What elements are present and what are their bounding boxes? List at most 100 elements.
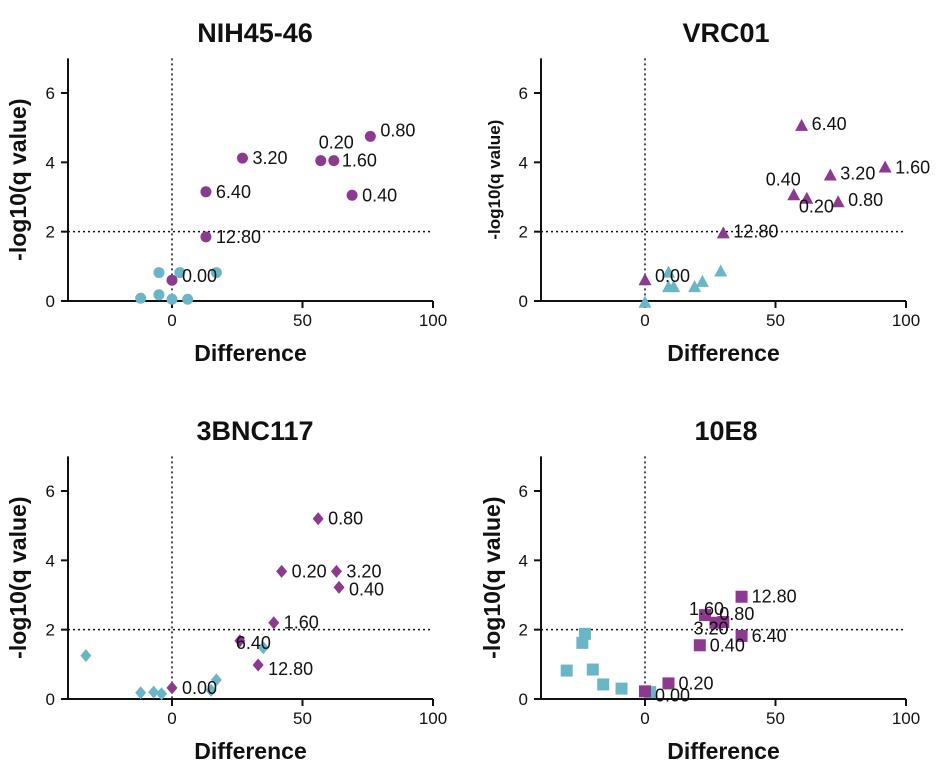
data-point-nonsignificant [182, 293, 194, 305]
data-point-nonsignificant [210, 673, 222, 687]
x-axis-label: Difference [667, 738, 779, 762]
data-label: 0.40 [766, 169, 801, 189]
data-label: 12.80 [733, 221, 778, 241]
data-point-significant [276, 564, 288, 578]
data-point-significant [234, 634, 246, 648]
y-tick-label: 6 [519, 84, 528, 103]
data-label: 12.80 [268, 659, 313, 679]
data-label: 0.80 [848, 190, 883, 210]
data-point-nonsignificant [148, 685, 160, 699]
data-point-nonsignificant [153, 289, 165, 301]
data-point-significant [328, 155, 340, 167]
data-label: 12.80 [752, 587, 797, 607]
x-tick-label: 0 [640, 709, 649, 728]
y-tick-label: 6 [46, 84, 55, 103]
y-axis-label: -log10(q value) [485, 120, 504, 240]
data-point-nonsignificant [578, 627, 591, 640]
data-point-nonsignificant [597, 678, 610, 691]
data-point-significant [662, 677, 675, 690]
chart-panel-1: NIH45-46 0 50 100 0 2 4 6 Difference -log10(q val… [5, 18, 447, 366]
data-label: 0.00 [655, 685, 690, 705]
data-point-significant [315, 155, 327, 167]
y-tick-label: 6 [46, 482, 55, 501]
data-label: 1.60 [895, 158, 930, 178]
y-tick-label: 4 [46, 551, 55, 570]
data-point-significant [268, 616, 280, 630]
data-label: 0.40 [349, 579, 384, 599]
x-axis-label: Difference [667, 340, 779, 366]
data-label: 3.20 [840, 164, 875, 184]
data-label: 0.40 [362, 185, 397, 205]
data-point-significant [346, 189, 358, 201]
y-tick-label: 2 [46, 621, 55, 640]
data-label: 1.60 [342, 151, 377, 171]
x-tick-label: 100 [892, 709, 920, 728]
data-label: 1.60 [689, 599, 724, 619]
data-point-nonsignificant [695, 274, 709, 287]
data-point-significant [735, 590, 748, 603]
data-point-significant [252, 658, 264, 672]
data-point-significant [800, 191, 814, 204]
data-point-significant [823, 168, 837, 181]
data-point-nonsignificant [80, 649, 92, 663]
x-tick-label: 100 [419, 709, 447, 728]
x-tick-label: 0 [640, 311, 649, 330]
data-point-nonsignificant [576, 636, 589, 649]
data-point-nonsignificant [156, 687, 168, 701]
y-tick-label: 2 [519, 223, 528, 242]
data-point-significant [200, 231, 212, 243]
y-tick-label: 4 [519, 153, 528, 172]
data-point-significant [787, 188, 801, 201]
y-tick-label: 4 [519, 551, 528, 570]
data-label: 0.20 [292, 561, 327, 581]
data-point-significant [699, 609, 712, 622]
data-label: 3.20 [346, 561, 381, 581]
data-label: 0.00 [182, 678, 217, 698]
y-tick-label: 0 [519, 292, 528, 311]
x-tick-label: 50 [766, 709, 785, 728]
data-point-significant [735, 629, 748, 642]
chart-title: VRC01 [682, 18, 769, 48]
data-label: 0.20 [319, 133, 354, 153]
data-point-nonsignificant [205, 683, 217, 697]
data-label: 1.60 [284, 613, 319, 633]
x-tick-label: 0 [167, 311, 176, 330]
data-point-significant [236, 152, 248, 164]
data-point-nonsignificant [166, 293, 178, 305]
data-label: 0.00 [182, 266, 217, 286]
data-point-nonsignificant [667, 280, 681, 293]
x-axis-label: Difference [194, 738, 306, 762]
data-point-significant [333, 580, 345, 594]
data-label: 0.20 [799, 197, 834, 217]
data-point-nonsignificant [586, 663, 599, 676]
data-point-nonsignificant [153, 267, 165, 279]
chart-panel-2: VRC01 0 50 100 0 2 4 6 Difference -log10(q value)… [485, 18, 930, 366]
x-tick-label: 50 [293, 311, 312, 330]
y-tick-label: 4 [46, 153, 55, 172]
data-point-significant [166, 681, 178, 695]
data-point-nonsignificant [135, 292, 147, 304]
chart-title: 10E8 [694, 416, 757, 446]
data-point-significant [312, 512, 324, 526]
data-label: 0.00 [655, 266, 690, 286]
data-point-nonsignificant [174, 267, 186, 279]
data-point-significant [639, 685, 651, 698]
chart-panel-3: 3BNC117 0 50 100 0 2 4 6 Difference -log10(q valu… [5, 416, 447, 762]
data-label: 6.40 [236, 633, 271, 653]
data-point-nonsignificant [560, 664, 573, 677]
data-point-significant [330, 564, 342, 578]
data-point-nonsignificant [210, 267, 222, 279]
y-tick-label: 0 [519, 690, 528, 709]
data-label: 6.40 [812, 114, 847, 134]
data-point-significant [831, 195, 845, 208]
x-tick-label: 50 [766, 311, 785, 330]
y-tick-label: 0 [46, 690, 55, 709]
data-point-significant [364, 130, 376, 142]
data-point-nonsignificant [661, 265, 675, 278]
y-tick-label: 6 [519, 482, 528, 501]
data-point-nonsignificant [688, 280, 702, 293]
data-label: 3.20 [252, 148, 287, 168]
data-label: 0.80 [380, 120, 415, 140]
data-label: 0.80 [328, 509, 363, 529]
data-point-significant [638, 273, 652, 286]
